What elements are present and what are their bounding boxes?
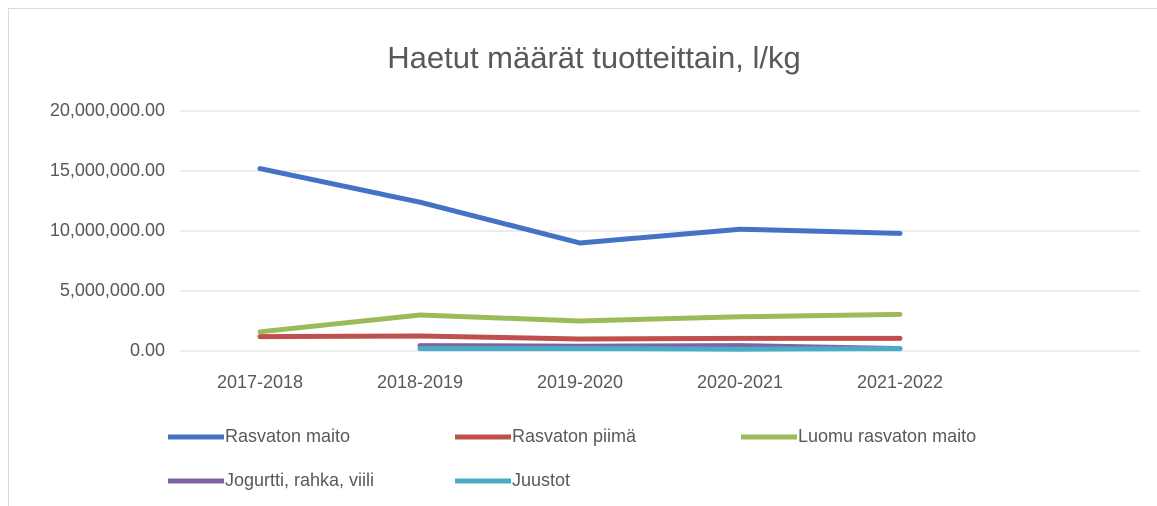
chart-border	[8, 8, 1157, 506]
y-tick-label: 10,000,000.00	[50, 220, 165, 240]
x-tick-label: 2017-2018	[217, 372, 303, 392]
x-tick-label: 2018-2019	[377, 372, 463, 392]
legend-label: Rasvaton maito	[225, 426, 350, 446]
legend-label: Juustot	[512, 470, 570, 490]
line-series	[417, 346, 903, 352]
chart-title: Haetut määrät tuotteittain, l/kg	[387, 40, 801, 75]
line-series	[257, 166, 903, 246]
x-tick-label: 2021-2022	[857, 372, 943, 392]
line-series	[257, 311, 903, 335]
legend-label: Luomu rasvaton maito	[798, 426, 976, 446]
y-tick-label: 15,000,000.00	[50, 160, 165, 180]
y-tick-label: 20,000,000.00	[50, 100, 165, 120]
y-tick-label: 0.00	[130, 340, 165, 360]
line-series	[257, 333, 903, 342]
x-tick-label: 2020-2021	[697, 372, 783, 392]
x-tick-label: 2019-2020	[537, 372, 623, 392]
y-tick-label: 5,000,000.00	[60, 280, 165, 300]
legend-label: Jogurtti, rahka, viili	[225, 470, 374, 490]
legend-label: Rasvaton piimä	[512, 426, 637, 446]
